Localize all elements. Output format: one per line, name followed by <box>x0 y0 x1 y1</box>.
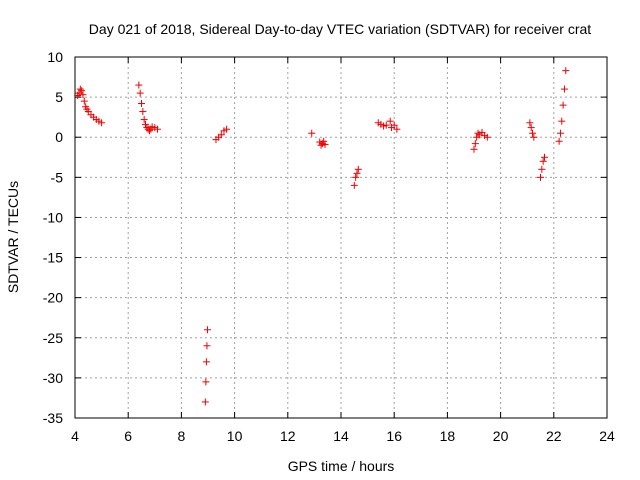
data-point <box>558 117 566 125</box>
data-point <box>317 141 325 149</box>
x-tick-label: 4 <box>71 428 79 444</box>
y-tick-label: 5 <box>55 89 63 105</box>
y-tick-label: 10 <box>47 49 63 65</box>
y-tick-label: -10 <box>43 209 63 225</box>
data-point <box>483 133 491 141</box>
x-tick-label: 16 <box>386 428 402 444</box>
data-point <box>471 140 479 148</box>
data-point <box>526 119 534 127</box>
x-tick-label: 24 <box>599 428 615 444</box>
y-tick-labels: 10 5 0 -5 -10 -15 -20 -25 -30 -35 <box>43 49 63 426</box>
data-point <box>393 125 401 133</box>
data-point <box>217 131 225 139</box>
data-point <box>530 133 538 141</box>
data-point <box>350 181 358 189</box>
data-point <box>556 129 564 137</box>
data-point <box>537 173 544 181</box>
data-point <box>153 125 161 133</box>
data-point <box>78 87 86 95</box>
data-point <box>203 326 211 334</box>
data-point <box>320 137 328 145</box>
data-point <box>202 378 210 386</box>
data-point <box>145 127 153 135</box>
x-tick-label: 22 <box>546 428 562 444</box>
data-point <box>79 91 87 99</box>
x-tick-label: 12 <box>280 428 296 444</box>
y-tick-label: -15 <box>43 250 63 266</box>
data-point <box>562 67 570 75</box>
data-point <box>76 85 84 93</box>
data-point <box>540 153 548 161</box>
data-point <box>539 157 547 165</box>
data-point <box>390 121 398 129</box>
data-point <box>386 117 394 125</box>
x-tick-label: 14 <box>333 428 349 444</box>
chart-title: Day 021 of 2018, Sidereal Day-to-day VTE… <box>89 21 591 37</box>
x-tick-label: 18 <box>440 428 456 444</box>
y-tick-label: -25 <box>43 330 63 346</box>
data-point <box>138 100 145 108</box>
plot-frame <box>74 56 608 419</box>
data-point <box>80 97 88 105</box>
x-tick-label: 10 <box>227 428 243 444</box>
data-point <box>223 125 231 133</box>
data-point <box>353 169 361 177</box>
data-point <box>354 165 362 173</box>
data-point <box>352 173 360 181</box>
data-point <box>135 81 143 89</box>
x-tick-label: 6 <box>124 428 132 444</box>
data-point <box>527 124 535 132</box>
data-point <box>321 140 329 148</box>
data-point <box>308 129 316 137</box>
data-point <box>202 358 210 366</box>
y-tick-label: -30 <box>43 370 63 386</box>
data-point <box>98 119 106 127</box>
data-point <box>136 89 144 97</box>
data-point <box>470 145 478 153</box>
y-tick-label: 0 <box>55 129 63 145</box>
x-tick-label: 8 <box>178 428 186 444</box>
data-point <box>382 121 390 129</box>
data-point <box>141 120 149 128</box>
data-point <box>555 137 563 145</box>
data-point <box>201 398 209 406</box>
y-tick-label: -20 <box>43 290 63 306</box>
y-tick-label: -35 <box>43 410 63 426</box>
data-point <box>474 129 482 137</box>
y-tick-label: -5 <box>51 169 64 185</box>
grid-lines <box>75 57 607 418</box>
data-point <box>529 129 537 137</box>
data-point <box>139 108 147 116</box>
x-tick-label: 20 <box>493 428 509 444</box>
data-point <box>538 165 546 173</box>
x-axis-label: GPS time / hours <box>288 458 395 474</box>
data-point <box>203 342 211 350</box>
data-point <box>140 116 148 124</box>
data-point <box>560 85 568 93</box>
data-points <box>74 67 570 406</box>
y-axis-label: SDTVAR / TECUs <box>5 181 21 293</box>
data-point <box>559 101 567 109</box>
x-tick-labels: 4 6 8 10 12 14 16 18 20 22 24 <box>71 428 615 444</box>
